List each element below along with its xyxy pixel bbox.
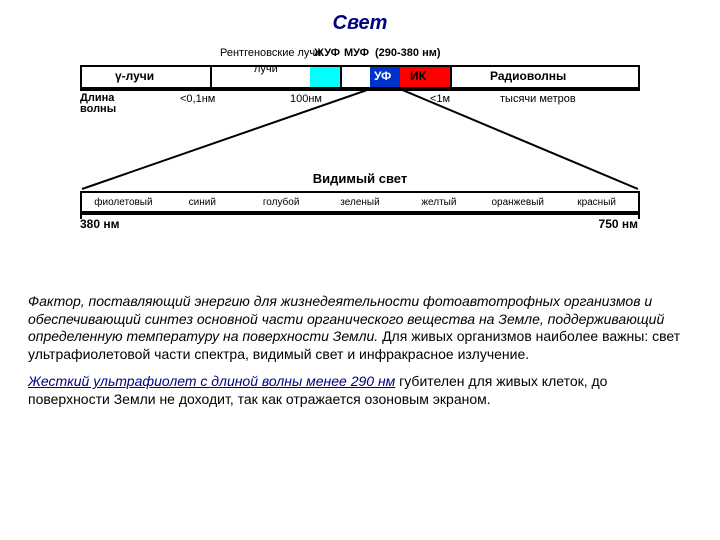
paragraph-1: Фактор, поставляющий энергию для жизнеде… xyxy=(28,293,692,363)
gamma-label: γ-лучи xyxy=(115,69,154,83)
muf-range: (290-380 нм) xyxy=(375,47,441,59)
color-red: красный xyxy=(557,197,636,208)
color-lightblue: голубой xyxy=(242,197,321,208)
paragraph-2: Жесткий ультрафиолет с длиной волны мене… xyxy=(28,373,692,408)
color-violet: фиолетовый xyxy=(84,197,163,208)
visible-color-row: фиолетовый синий голубой зеленый желтый … xyxy=(80,191,640,213)
page-title: Свет xyxy=(28,12,692,35)
xray-sub: лучи xyxy=(254,63,278,75)
zhuf-band xyxy=(310,67,340,87)
color-orange: оранжевый xyxy=(478,197,557,208)
xray-label-top: Рентгеновские лучи xyxy=(220,47,321,59)
para2-italic-blue: Жесткий ультрафиолет с длиной волны мене… xyxy=(28,373,395,389)
ik-label: ИК xyxy=(410,69,426,83)
color-green: зеленый xyxy=(321,197,400,208)
color-yellow: желтый xyxy=(399,197,478,208)
muf-label: МУФ xyxy=(344,47,369,59)
visible-title: Видимый свет xyxy=(80,171,640,186)
zhuf-label: ЖУФ xyxy=(314,47,340,59)
visible-right-nm: 750 нм xyxy=(599,217,638,231)
visible-left-nm: 380 нм xyxy=(80,217,119,231)
radio-label: Радиоволны xyxy=(490,69,566,83)
color-blue: синий xyxy=(163,197,242,208)
spectrum-diagram: Рентгеновские лучи ЖУФ МУФ (290-380 нм) … xyxy=(80,41,640,281)
uf-label: УФ xyxy=(374,69,391,83)
